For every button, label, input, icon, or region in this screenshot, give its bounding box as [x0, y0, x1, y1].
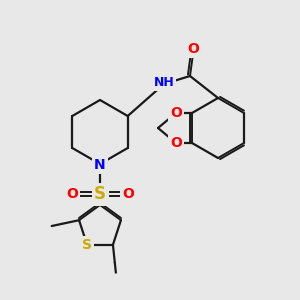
- Text: S: S: [94, 185, 106, 203]
- Text: NH: NH: [154, 76, 174, 89]
- Text: O: O: [170, 106, 182, 120]
- Text: O: O: [122, 187, 134, 201]
- Text: S: S: [82, 238, 92, 252]
- Text: O: O: [170, 136, 182, 150]
- Text: N: N: [94, 158, 106, 172]
- Text: O: O: [66, 187, 78, 201]
- Text: O: O: [187, 42, 199, 56]
